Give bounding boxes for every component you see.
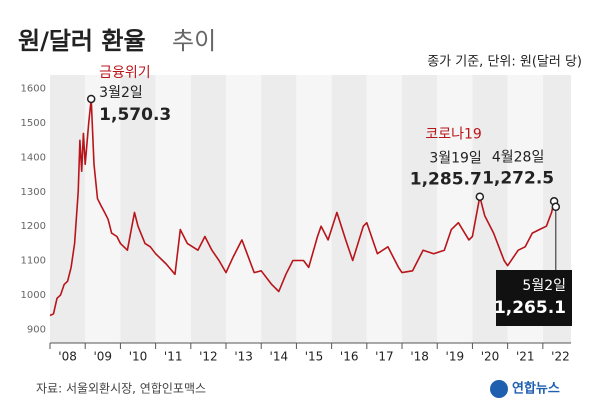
x-tick-label: '12 (199, 350, 218, 364)
y-tick-label: 1600 (21, 84, 46, 95)
annotation-title: 코로나19 (425, 127, 481, 143)
annotation-date: 3월2일 (99, 85, 143, 101)
y-tick-label: 1200 (21, 221, 46, 232)
year-band (437, 75, 473, 343)
x-tick-label: '17 (375, 350, 394, 364)
point-marker (86, 94, 96, 104)
rate-line (49, 98, 556, 317)
logo-mark (490, 380, 508, 398)
x-tick-label: '14 (270, 350, 289, 364)
annotation-date: 5월2일 (522, 278, 566, 294)
year-band (190, 75, 227, 343)
year-band (226, 75, 262, 343)
chart-title: 원/달러 환율 (18, 27, 146, 55)
chart-title-suffix: 추이 (172, 27, 216, 55)
source: 자료: 서울외환시장, 연합인포맥스 (36, 382, 206, 396)
year-band (120, 75, 156, 343)
x-tick-label: '18 (410, 350, 429, 364)
annotation-value: 1,272.5 (482, 168, 554, 188)
annotation-value: 1,285.7 (410, 170, 482, 190)
annotation-value: 1,570.3 (99, 105, 171, 125)
year-band (50, 75, 86, 343)
subtitle: 종가 기준, 단위: 원(달러 당) (427, 55, 582, 70)
y-tick-label: 1000 (21, 290, 46, 301)
x-tick-label: '22 (551, 350, 570, 364)
y-tick-label: 1300 (21, 187, 46, 198)
x-tick-label: '09 (94, 350, 113, 364)
year-band (296, 75, 332, 343)
plot: '08 '09 '10 '11 '12 '13 '14 '15 '16 '17 '18 '19 '20 '… (21, 65, 572, 364)
x-tick-label: '19 (446, 350, 465, 364)
x-tick-label: '08 (58, 350, 77, 364)
x-tick-label: '10 (129, 350, 148, 364)
annotation-date: 4월28일 (492, 149, 544, 165)
x-tick-label: '16 (340, 350, 359, 364)
x-tick-label: '15 (305, 350, 324, 364)
y-tick-label: 1500 (21, 118, 46, 129)
logo: 연합뉴스 (512, 381, 560, 397)
year-band (261, 75, 297, 343)
year-band (331, 75, 367, 343)
year-band (366, 75, 403, 343)
y-tick-label: 1400 (21, 152, 46, 163)
y-tick-label: 1100 (21, 256, 46, 267)
x-tick-label: '13 (234, 350, 253, 364)
annotation-value: 1,265.1 (494, 298, 566, 318)
x-tick-label: '20 (481, 350, 500, 364)
annotation-date: 3월19일 (429, 151, 481, 167)
label-box (496, 270, 572, 326)
point-marker (551, 202, 561, 212)
y-tick-label: 900 (27, 324, 46, 335)
point-marker (475, 192, 485, 201)
year-band (155, 75, 191, 343)
x-tick-label: '11 (164, 350, 183, 364)
year-band (402, 75, 438, 343)
x-tick-label: '21 (516, 350, 535, 364)
annotation-title: 금융위기 (99, 65, 151, 81)
